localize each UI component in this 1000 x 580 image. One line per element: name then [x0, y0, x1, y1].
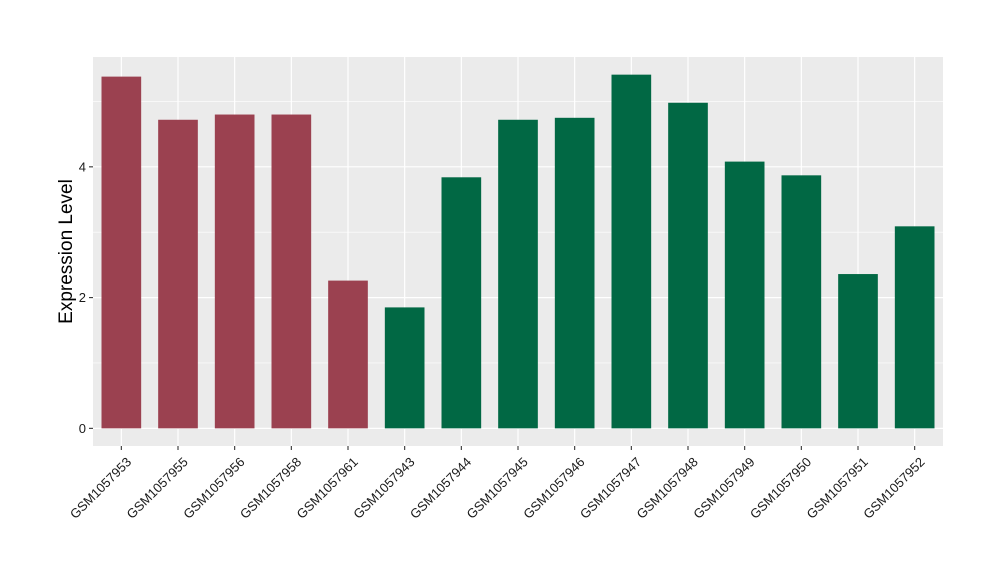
y-axis: 0 2 4 [79, 159, 93, 436]
bar-gsm1057949 [724, 161, 765, 429]
bar-gsm1057955 [158, 119, 198, 429]
bar-gsm1057951 [838, 274, 878, 429]
y-tick-label: 2 [79, 290, 86, 305]
y-tick-label: 0 [79, 421, 86, 436]
bar-gsm1057946 [554, 117, 595, 429]
y-tick-label: 4 [79, 159, 86, 174]
bar-gsm1057961 [328, 280, 368, 429]
bar-gsm1057943 [384, 307, 425, 429]
bar-gsm1057958 [271, 114, 312, 429]
bar-gsm1057944 [441, 177, 482, 429]
bar-gsm1057952 [894, 226, 935, 429]
bar-gsm1057950 [781, 175, 822, 429]
bar-gsm1057947 [611, 74, 652, 429]
bar-gsm1057948 [668, 102, 708, 429]
bar-gsm1057956 [214, 114, 255, 429]
y-axis-title: Expression Level [56, 179, 77, 324]
bar-gsm1057945 [498, 119, 538, 429]
bars [101, 74, 935, 429]
x-axis: GSM1057953GSM1057955GSM1057956GSM1057958… [67, 446, 928, 522]
bar-gsm1057953 [101, 76, 142, 429]
